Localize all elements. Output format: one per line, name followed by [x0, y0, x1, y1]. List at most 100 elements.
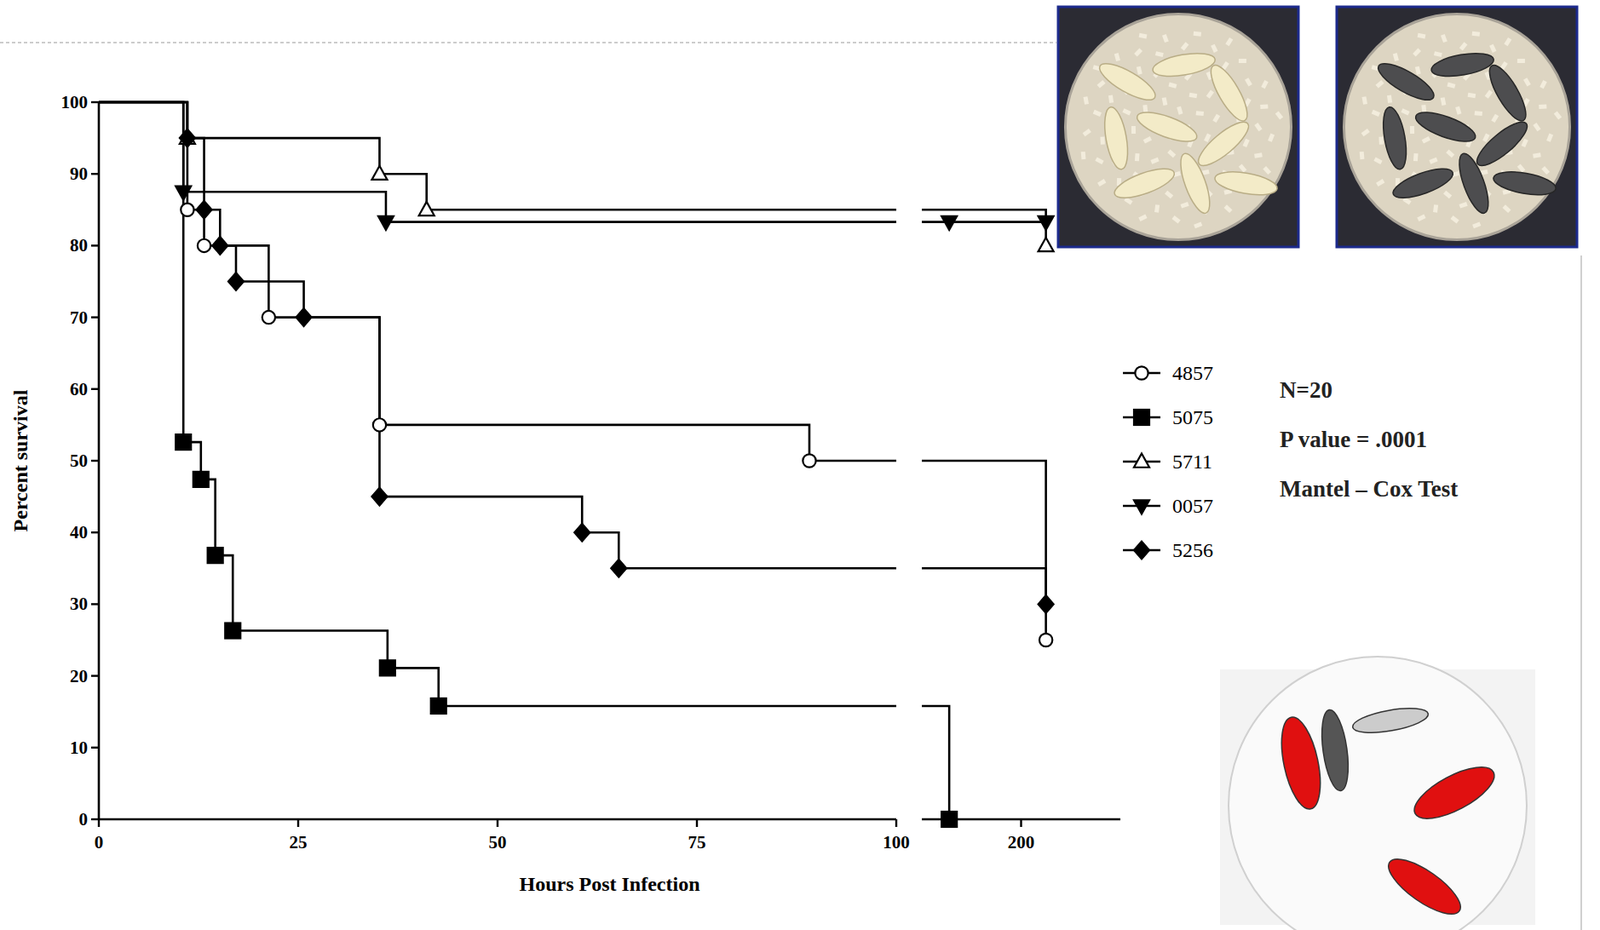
segmented-larva	[1381, 850, 1469, 925]
survival-point	[228, 272, 244, 291]
wood-chip	[1400, 108, 1410, 116]
wood-chip	[1176, 106, 1183, 116]
wood-chip	[1254, 122, 1262, 132]
segmented-larva	[1407, 757, 1503, 829]
y-tick	[91, 388, 99, 391]
wood-chip	[1260, 103, 1268, 110]
larva	[1379, 105, 1411, 172]
wood-chip	[1375, 80, 1385, 89]
wood-chip	[1243, 138, 1250, 148]
wood-chip	[1262, 166, 1272, 175]
larva	[1174, 149, 1216, 217]
wood-chip	[1168, 82, 1177, 89]
wood-chip	[1532, 122, 1541, 132]
survival-point	[224, 623, 241, 639]
wood-chip	[1180, 41, 1190, 51]
x-tick-label: 25	[289, 832, 308, 853]
wood-chip	[1474, 110, 1483, 116]
wood-chip	[1521, 138, 1529, 148]
wood-chip	[1458, 201, 1468, 209]
survival-point	[371, 488, 387, 507]
wood-chip	[1421, 136, 1431, 144]
legend-label: 5075	[1172, 406, 1214, 429]
survival-point	[179, 129, 196, 148]
survival-point	[574, 523, 590, 542]
wood-chip	[1472, 221, 1481, 229]
larva	[1453, 149, 1495, 217]
wood-chip	[1472, 31, 1480, 37]
wood-chip	[1410, 126, 1415, 134]
wood-chip	[1413, 153, 1419, 162]
larva	[1133, 106, 1201, 148]
survival-point	[212, 236, 228, 255]
annotation: P value = .0001	[1279, 426, 1428, 453]
wood-chip	[1502, 204, 1512, 213]
y-tick	[91, 674, 99, 677]
wood-chip	[1446, 82, 1456, 89]
wood-chip	[1412, 48, 1422, 58]
wood-chip	[1467, 92, 1477, 98]
survival-point	[371, 166, 387, 180]
wood-chip	[1428, 157, 1438, 165]
y-tick-label: 80	[69, 235, 88, 256]
wood-chip	[1167, 149, 1176, 158]
y-tick-label: 50	[69, 450, 88, 472]
wood-chip	[1371, 109, 1381, 117]
photo-frame	[1058, 6, 1299, 248]
wood-chip	[1450, 215, 1459, 224]
y-tick	[91, 244, 99, 247]
wood-chip	[1359, 151, 1365, 160]
survival-point	[941, 811, 957, 828]
survival-curve	[98, 102, 1047, 246]
divider	[0, 41, 1057, 43]
wood-chip	[1523, 77, 1531, 87]
wood-chip	[1440, 97, 1447, 106]
y-axis-title: Percent survival	[9, 389, 32, 532]
wood-chip	[1260, 80, 1269, 89]
legend-marker	[1133, 409, 1150, 426]
survival-point	[197, 239, 211, 253]
series-lines	[98, 102, 1047, 820]
y-tick	[91, 460, 99, 462]
survival-point	[296, 308, 312, 327]
wood-chip	[1154, 204, 1160, 213]
wood-chip	[1139, 33, 1148, 40]
wood-chip	[1539, 80, 1548, 89]
survival-point	[180, 203, 194, 217]
wood-chip	[1206, 89, 1215, 98]
segmented-larva	[1317, 708, 1353, 794]
x-tick-label: 50	[489, 832, 507, 853]
wood-chip	[1417, 33, 1427, 40]
annotations: N=20P value = .0001Mantel – Cox Test	[1279, 377, 1458, 502]
wood-chip	[1373, 156, 1382, 165]
y-tick	[91, 172, 99, 175]
x-tick-label: 0	[94, 832, 104, 853]
survival-point	[196, 201, 213, 219]
legend-marker	[1134, 366, 1148, 380]
survival-point	[802, 454, 816, 467]
photo-segmentation	[1220, 656, 1536, 930]
legend-label: 5256	[1172, 539, 1214, 562]
wood-chip	[1143, 136, 1152, 144]
x-tick	[496, 819, 499, 828]
y-tick-label: 90	[69, 163, 88, 185]
wood-chip	[1083, 96, 1089, 105]
survival-point	[610, 559, 627, 578]
wood-chip	[1415, 66, 1422, 75]
survival-point	[1038, 216, 1054, 231]
wood-chip	[1275, 110, 1284, 120]
wood-chip	[1081, 151, 1087, 160]
larva	[1412, 106, 1480, 148]
wood-chip	[1387, 94, 1393, 104]
divider	[1580, 255, 1582, 930]
wood-chip	[1171, 215, 1180, 224]
larva	[1471, 115, 1533, 173]
petri-dish	[1064, 13, 1291, 240]
wood-chip	[1517, 58, 1526, 64]
larva	[1110, 162, 1178, 204]
annotation: N=20	[1279, 377, 1333, 403]
legend: 48575075571100575256	[1122, 362, 1214, 562]
wood-chip	[1122, 108, 1131, 116]
wood-chip	[1517, 164, 1526, 173]
wood-chip	[1267, 133, 1275, 143]
